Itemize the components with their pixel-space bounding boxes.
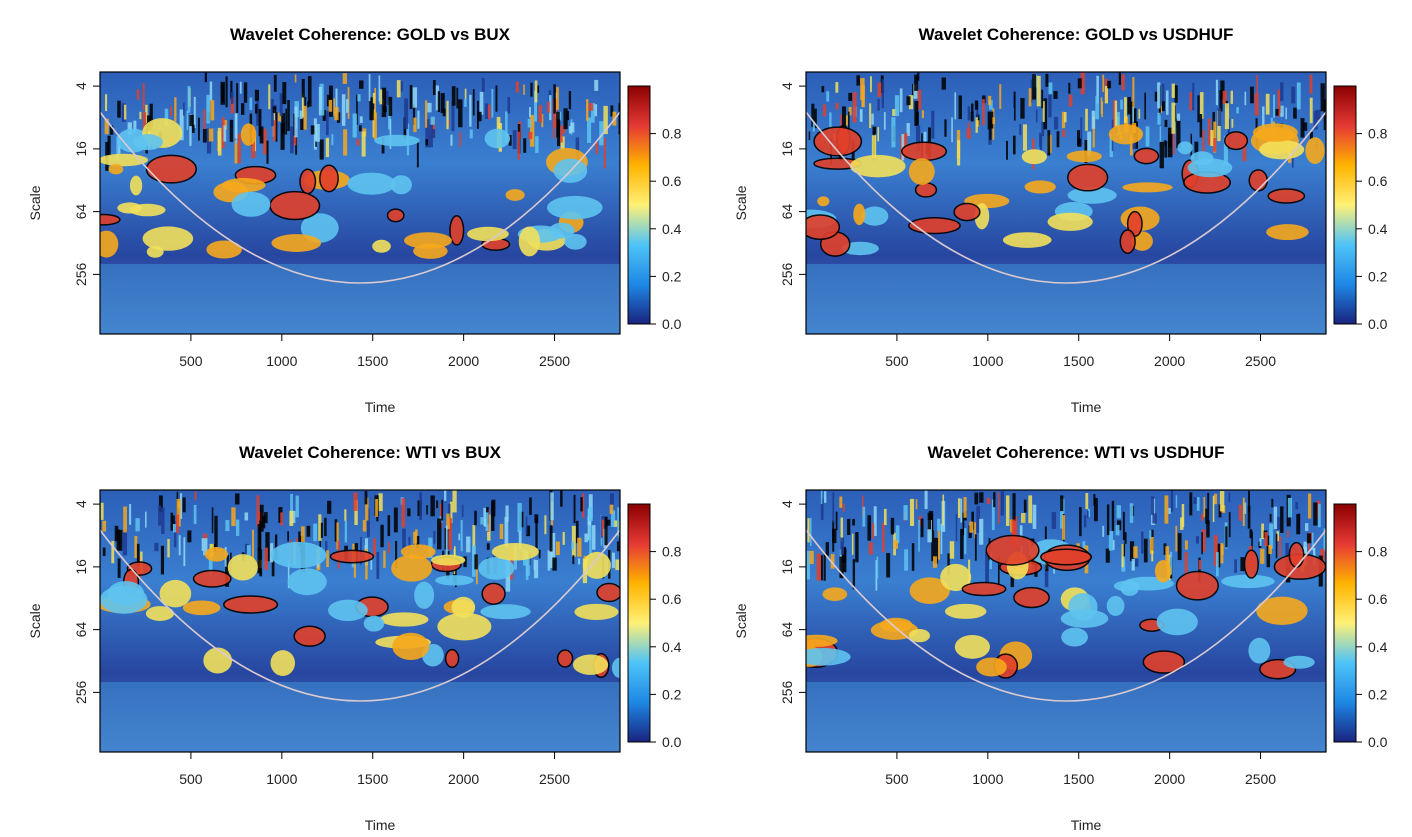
colorbar-tick-label: 0.2	[662, 686, 682, 702]
x-tick-label: 2500	[539, 771, 570, 787]
x-tick-label: 2000	[448, 353, 479, 369]
colorbar-tick-label: 0.4	[662, 221, 682, 237]
x-tick-label: 1500	[1063, 771, 1094, 787]
plot-frame	[99, 71, 621, 335]
chart-title: Wavelet Coherence: GOLD vs BUX	[230, 25, 511, 44]
x-tick-label: 1000	[972, 353, 1003, 369]
colorbar	[1333, 85, 1357, 325]
x-tick-label: 500	[179, 353, 203, 369]
y-tick-label: 16	[779, 559, 795, 575]
x-tick-label: 1500	[357, 353, 388, 369]
wavelet-chart: Wavelet Coherence: GOLD vs USDHUF 500 1000…	[733, 25, 1388, 415]
colorbar-tick-label: 0.6	[662, 173, 682, 189]
y-tick-label: 4	[73, 500, 89, 508]
y-tick-label: 4	[779, 500, 795, 508]
panel-wti-vs-usdhuf: Wavelet Coherence: WTI vs USDHUF 500 1000 1…	[706, 418, 1412, 836]
panel-wti-vs-bux: Wavelet Coherence: WTI vs BUX 500 1000 1500…	[0, 418, 706, 836]
colorbar-tick-label: 0.4	[1368, 639, 1388, 655]
y-tick-label: 256	[73, 680, 89, 704]
wavelet-chart: Wavelet Coherence: WTI vs BUX 500 1000 1500…	[27, 443, 682, 833]
coherence-field	[806, 490, 1326, 752]
y-tick-label: 64	[73, 622, 89, 638]
y-tick-label: 16	[73, 559, 89, 575]
y-tick-label: 256	[779, 680, 795, 704]
colorbar-tick-label: 0.0	[662, 734, 682, 750]
x-axis-label: Time	[1071, 817, 1102, 833]
coherence-field	[100, 72, 620, 334]
x-tick-label: 1500	[357, 771, 388, 787]
colorbar-tick-label: 0.4	[662, 639, 682, 655]
colorbar-tick-label: 0.4	[1368, 221, 1388, 237]
x-tick-label: 1000	[266, 771, 297, 787]
y-tick-label: 64	[779, 622, 795, 638]
colorbar-tick-label: 0.6	[662, 591, 682, 607]
x-tick-label: 2000	[448, 771, 479, 787]
colorbar-tick-label: 0.8	[662, 126, 682, 142]
y-tick-label: 4	[73, 82, 89, 90]
panel-gold-vs-bux: Wavelet Coherence: GOLD vs BUX 500 1000 150…	[0, 0, 706, 418]
x-tick-label: 500	[885, 771, 909, 787]
y-tick-label: 256	[779, 262, 795, 286]
x-axis-label: Time	[365, 399, 396, 415]
colorbar-tick-label: 0.6	[1368, 173, 1388, 189]
x-tick-label: 2500	[1245, 353, 1276, 369]
colorbar-tick-label: 0.0	[662, 316, 682, 332]
cone-of-influence	[100, 529, 620, 702]
colorbar-tick-label: 0.8	[1368, 544, 1388, 560]
cone-of-influence	[100, 111, 620, 284]
chart-title: Wavelet Coherence: WTI vs USDHUF	[928, 443, 1225, 462]
y-axis-label: Scale	[733, 185, 749, 220]
y-tick-label: 16	[779, 141, 795, 157]
colorbar-tick-label: 0.0	[1368, 734, 1388, 750]
colorbar-tick-label: 0.2	[662, 268, 682, 284]
x-tick-label: 2500	[1245, 771, 1276, 787]
colorbar-tick-label: 0.2	[1368, 268, 1388, 284]
wavelet-chart: Wavelet Coherence: GOLD vs BUX 500 1000 150…	[27, 25, 682, 415]
colorbar-tick-label: 0.8	[1368, 126, 1388, 142]
colorbar-tick-label: 0.0	[1368, 316, 1388, 332]
cone-of-influence	[806, 529, 1326, 702]
coherence-field	[100, 490, 620, 752]
x-tick-label: 500	[179, 771, 203, 787]
panel-gold-vs-usdhuf: Wavelet Coherence: GOLD vs USDHUF 500 1000…	[706, 0, 1412, 418]
y-tick-label: 64	[779, 204, 795, 220]
y-axis-label: Scale	[27, 603, 43, 638]
chart-title: Wavelet Coherence: GOLD vs USDHUF	[919, 25, 1234, 44]
y-tick-label: 256	[73, 262, 89, 286]
x-tick-label: 2500	[539, 353, 570, 369]
plot-frame	[805, 489, 1327, 753]
y-axis-label: Scale	[733, 603, 749, 638]
plot-frame	[99, 489, 621, 753]
y-tick-label: 16	[73, 141, 89, 157]
y-axis-label: Scale	[27, 185, 43, 220]
colorbar	[627, 85, 651, 325]
x-tick-label: 2000	[1154, 353, 1185, 369]
x-axis-label: Time	[365, 817, 396, 833]
x-tick-label: 1000	[972, 771, 1003, 787]
chart-title: Wavelet Coherence: WTI vs BUX	[239, 443, 502, 462]
colorbar-tick-label: 0.2	[1368, 686, 1388, 702]
x-tick-label: 1000	[266, 353, 297, 369]
colorbar	[1333, 503, 1357, 743]
x-tick-label: 2000	[1154, 771, 1185, 787]
colorbar-tick-label: 0.6	[1368, 591, 1388, 607]
colorbar	[627, 503, 651, 743]
colorbar-tick-label: 0.8	[662, 544, 682, 560]
coherence-field	[806, 72, 1326, 334]
x-tick-label: 500	[885, 353, 909, 369]
plot-frame	[805, 71, 1327, 335]
y-tick-label: 64	[73, 204, 89, 220]
wavelet-chart: Wavelet Coherence: WTI vs USDHUF 500 1000 1…	[733, 443, 1388, 833]
x-tick-label: 1500	[1063, 353, 1094, 369]
x-axis-label: Time	[1071, 399, 1102, 415]
y-tick-label: 4	[779, 82, 795, 90]
cone-of-influence	[806, 111, 1326, 284]
